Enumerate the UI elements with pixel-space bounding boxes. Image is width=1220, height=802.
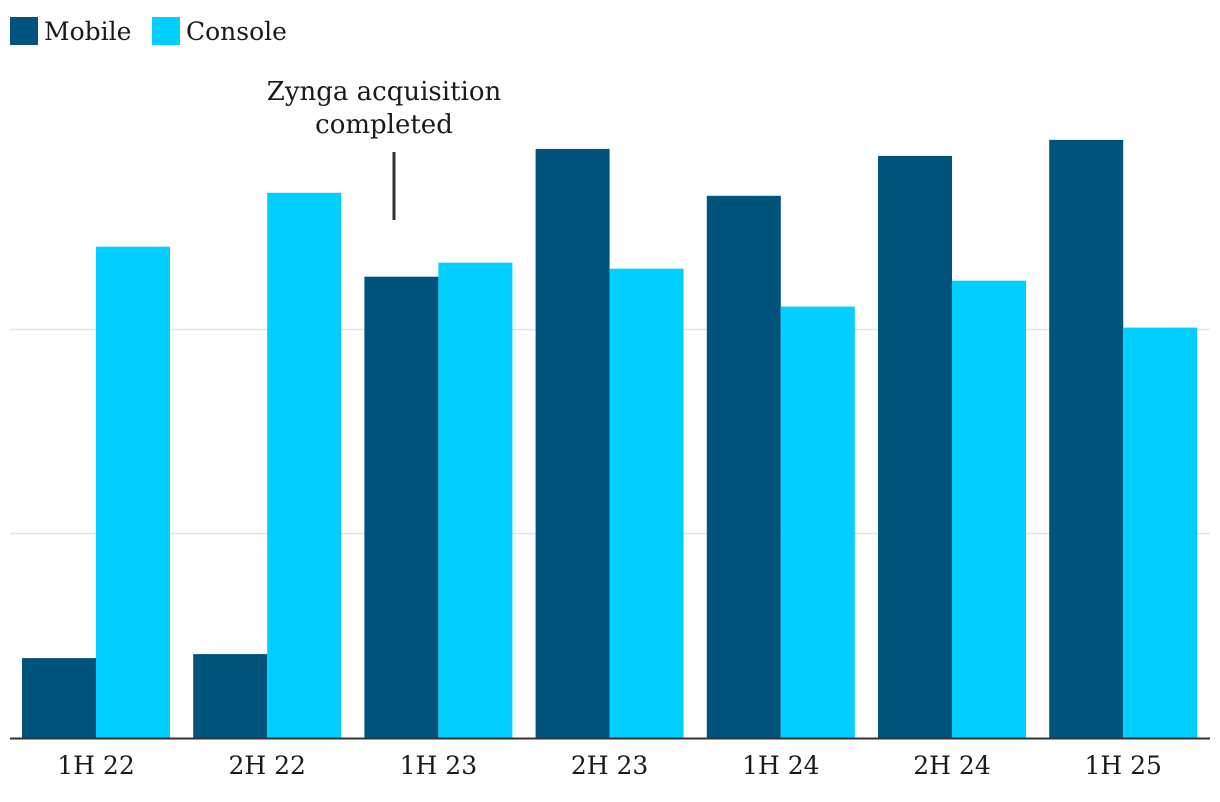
bar-mobile-1h-23 (364, 276, 439, 738)
bar-mobile-1h-24 (706, 195, 781, 739)
legend: Mobile Console (10, 17, 287, 46)
bar-mobile-2h-23 (535, 148, 610, 738)
bars (22, 139, 1198, 739)
bar-console-2h-22 (267, 192, 342, 739)
bar-console-1h-25 (1123, 327, 1198, 738)
legend-label-console: Console (186, 17, 287, 46)
x-tick-label: 1H 22 (57, 751, 134, 780)
x-tick-label: 1H 25 (1084, 751, 1161, 780)
legend-swatch-mobile (10, 17, 38, 45)
bar-mobile-1h-25 (1049, 139, 1124, 738)
bar-mobile-2h-22 (193, 654, 268, 738)
x-tick-label: 1H 23 (400, 751, 477, 780)
bar-console-1h-24 (780, 306, 855, 738)
annotation: Zynga acquisition completed (267, 77, 502, 220)
bar-console-1h-22 (96, 246, 170, 738)
bar-console-2h-23 (609, 268, 684, 738)
x-tick-label: 2H 22 (228, 751, 305, 780)
bar-mobile-1h-22 (22, 658, 96, 738)
legend-label-mobile: Mobile (44, 17, 131, 46)
legend-swatch-console (152, 17, 180, 45)
annotation-line-2: completed (315, 110, 453, 140)
x-tick-label: 2H 23 (571, 751, 648, 780)
bar-mobile-2h-24 (878, 155, 952, 738)
bar-console-2h-24 (952, 280, 1026, 738)
x-tick-label: 1H 24 (742, 751, 819, 780)
x-tick-label: 2H 24 (913, 751, 990, 780)
annotation-line-1: Zynga acquisition (267, 77, 502, 107)
bar-console-1h-23 (438, 262, 513, 738)
x-tick-labels: 1H 22 2H 22 1H 23 2H 23 1H 24 2H 24 1H 25 (57, 751, 1162, 780)
